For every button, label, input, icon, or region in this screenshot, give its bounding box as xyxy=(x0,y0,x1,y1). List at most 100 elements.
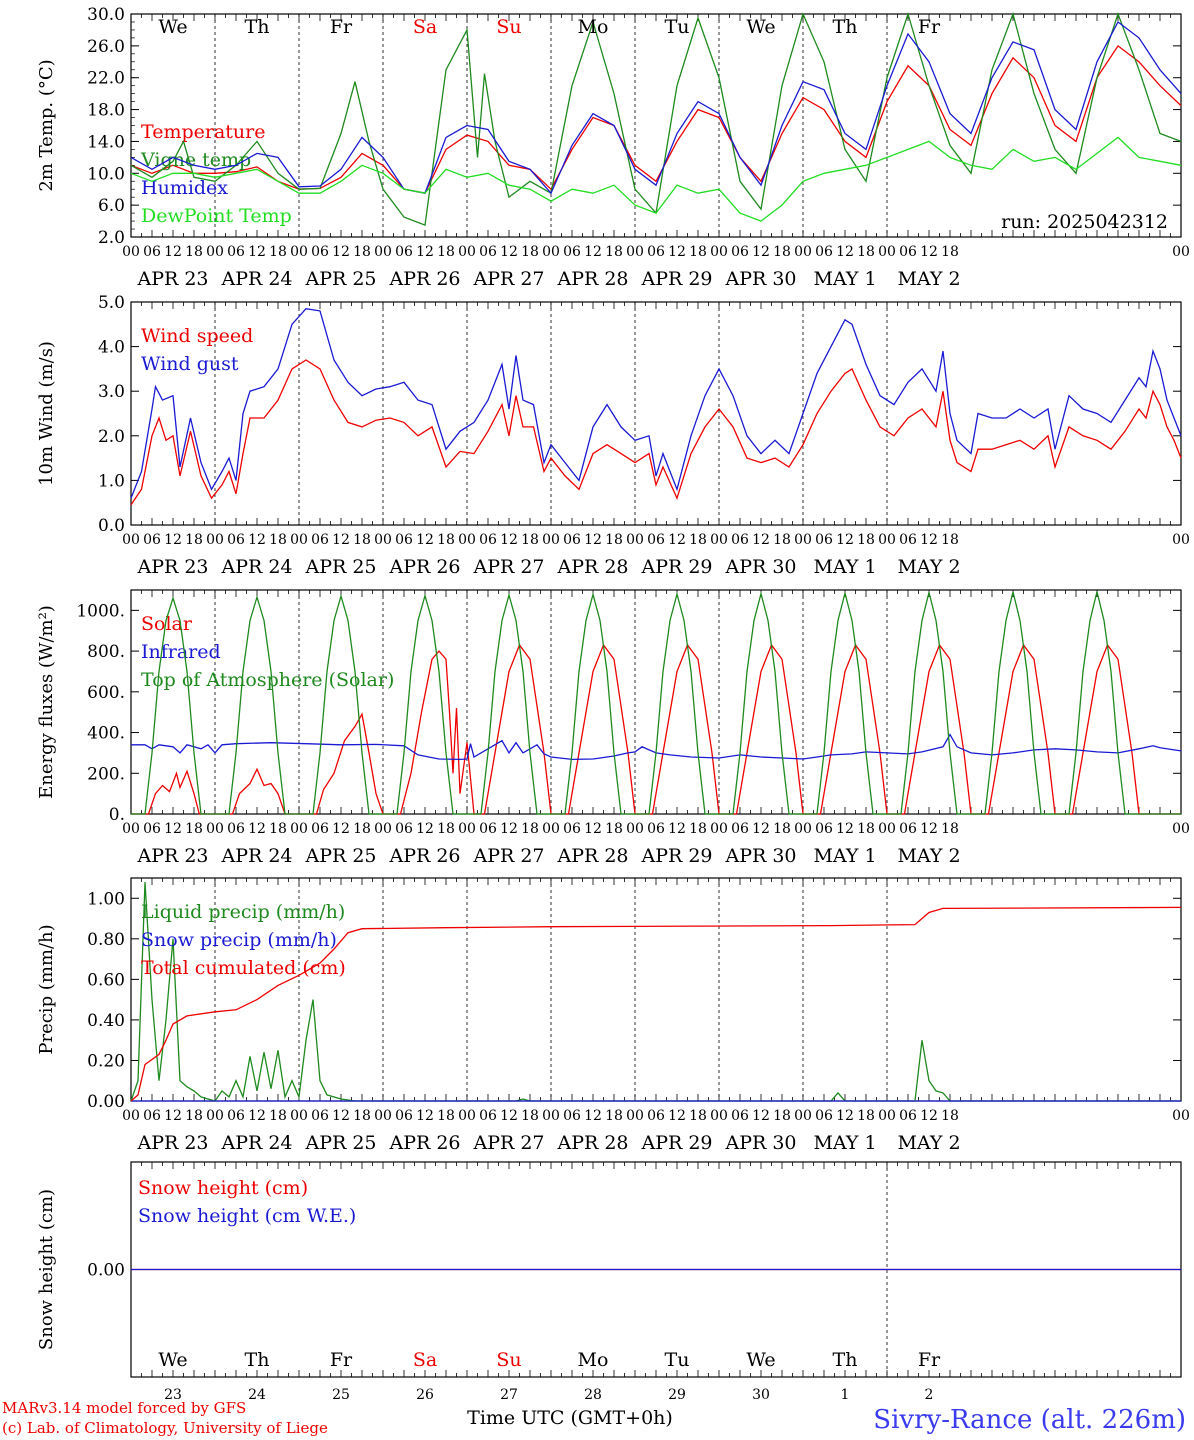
hour-label: 06 xyxy=(479,821,497,837)
legend-entry: Snow height (cm) xyxy=(138,1177,308,1199)
hour-label: 06 xyxy=(143,821,161,837)
hour-label: 06 xyxy=(227,821,245,837)
series-line-dewpoint-temp xyxy=(130,136,1182,222)
hour-label: 18 xyxy=(857,532,875,548)
weekday-label: Sa xyxy=(413,1349,437,1371)
y-tick-label: 22.0 xyxy=(87,69,125,89)
hour-label: 18 xyxy=(605,1108,623,1124)
y-tick-label: 2.0 xyxy=(98,228,125,248)
series-line-solar xyxy=(131,643,1181,815)
hour-label: 06 xyxy=(563,1108,581,1124)
legend-entry: Temperature xyxy=(141,121,265,143)
hour-label: 12 xyxy=(164,532,182,548)
hour-label: 06 xyxy=(647,532,665,548)
hour-label: 12 xyxy=(164,1108,182,1124)
hour-label: 18 xyxy=(941,244,959,260)
date-label: APR 27 xyxy=(472,1132,544,1154)
date-label: APR 24 xyxy=(220,1132,292,1154)
hour-label: 12 xyxy=(248,532,266,548)
hour-label: 12 xyxy=(248,244,266,260)
hour-label: 18 xyxy=(437,821,455,837)
panel-snow: 0.00 Snow height (cm) Snow height (cm) Snow… xyxy=(36,1161,1182,1403)
hour-label: 00 xyxy=(794,532,812,548)
hour-label: 00 xyxy=(626,821,644,837)
hour-label: 18 xyxy=(941,532,959,548)
hour-label: 00 xyxy=(542,821,560,837)
hour-label: 06 xyxy=(815,532,833,548)
hour-label: 06 xyxy=(143,244,161,260)
y-tick-label: 1.00 xyxy=(87,889,125,909)
date-label: APR 29 xyxy=(640,556,712,578)
hour-label: 06 xyxy=(479,532,497,548)
weekday-label: Fr xyxy=(918,16,941,38)
y-tick-label: 14.0 xyxy=(87,132,125,152)
date-label: APR 25 xyxy=(304,845,376,867)
hour-label: 12 xyxy=(752,244,770,260)
y-tick-label: 800. xyxy=(87,642,125,662)
hour-label: 06 xyxy=(395,1108,413,1124)
day-number-label: 24 xyxy=(248,1387,266,1403)
date-label: MAY 2 xyxy=(897,556,960,578)
hour-label: 12 xyxy=(752,532,770,548)
hour-label: 12 xyxy=(920,1108,938,1124)
weekday-label: Th xyxy=(833,1349,858,1371)
hour-label: 06 xyxy=(647,821,665,837)
hour-label: 12 xyxy=(836,1108,854,1124)
hour-label: 18 xyxy=(857,244,875,260)
hour-label: 06 xyxy=(731,821,749,837)
hour-label: 06 xyxy=(899,532,917,548)
date-label: APR 28 xyxy=(556,1132,628,1154)
panel-frame xyxy=(130,13,1182,238)
date-label: APR 29 xyxy=(640,1132,712,1154)
hour-label: 00 xyxy=(206,1108,224,1124)
hour-label: 00 xyxy=(458,244,476,260)
hour-label: 18 xyxy=(773,532,791,548)
weekday-label: Su xyxy=(496,16,521,38)
y-tick-label: 4.0 xyxy=(98,338,125,358)
y-tick-label: 6.0 xyxy=(98,196,125,216)
hour-label: 06 xyxy=(311,821,329,837)
date-label: APR 28 xyxy=(556,556,628,578)
date-label: APR 27 xyxy=(472,556,544,578)
hour-label: 00 xyxy=(206,244,224,260)
hour-label: 12 xyxy=(248,1108,266,1124)
hour-label: 12 xyxy=(584,821,602,837)
weekday-label: Su xyxy=(496,1349,521,1371)
date-label: MAY 1 xyxy=(813,845,876,867)
hour-label: 06 xyxy=(143,1108,161,1124)
hour-label: 00 xyxy=(710,532,728,548)
weekday-label: Th xyxy=(245,16,270,38)
weekday-label: Tu xyxy=(665,16,690,38)
hour-label: 18 xyxy=(269,244,287,260)
hour-label: 06 xyxy=(899,244,917,260)
hour-label: 00 xyxy=(542,1108,560,1124)
hour-label: 12 xyxy=(332,1108,350,1124)
hour-label: 18 xyxy=(605,244,623,260)
hour-label: 18 xyxy=(773,244,791,260)
weekday-label: Sa xyxy=(413,16,437,38)
hour-label: 06 xyxy=(227,244,245,260)
hour-label: 00 xyxy=(542,244,560,260)
hour-label: 12 xyxy=(752,821,770,837)
credits-line-2: (c) Lab. of Climatology, University of L… xyxy=(2,1419,328,1437)
hour-label: 00 xyxy=(710,1108,728,1124)
legend-entry: Top of Atmosphere (Solar) xyxy=(141,669,394,691)
y-tick-label: 0.80 xyxy=(87,930,125,950)
hour-label: 12 xyxy=(668,244,686,260)
hour-label: 12 xyxy=(416,1108,434,1124)
hour-label: 00 xyxy=(458,532,476,548)
y-axis-label: Energy fluxes (W/m²) xyxy=(36,605,57,799)
date-label: APR 24 xyxy=(220,845,292,867)
credits-line-1: MARv3.14 model forced by GFS xyxy=(2,1399,246,1417)
hour-label: 18 xyxy=(605,532,623,548)
hour-label: 12 xyxy=(752,1108,770,1124)
date-label: MAY 1 xyxy=(813,1132,876,1154)
hour-label: 06 xyxy=(815,244,833,260)
hour-label: 18 xyxy=(437,532,455,548)
hour-label: 00 xyxy=(122,821,140,837)
hour-label: 00 xyxy=(710,244,728,260)
hour-label: 12 xyxy=(416,821,434,837)
hour-label: 12 xyxy=(668,532,686,548)
weekday-label: We xyxy=(746,1349,775,1371)
hour-label: 06 xyxy=(647,1108,665,1124)
